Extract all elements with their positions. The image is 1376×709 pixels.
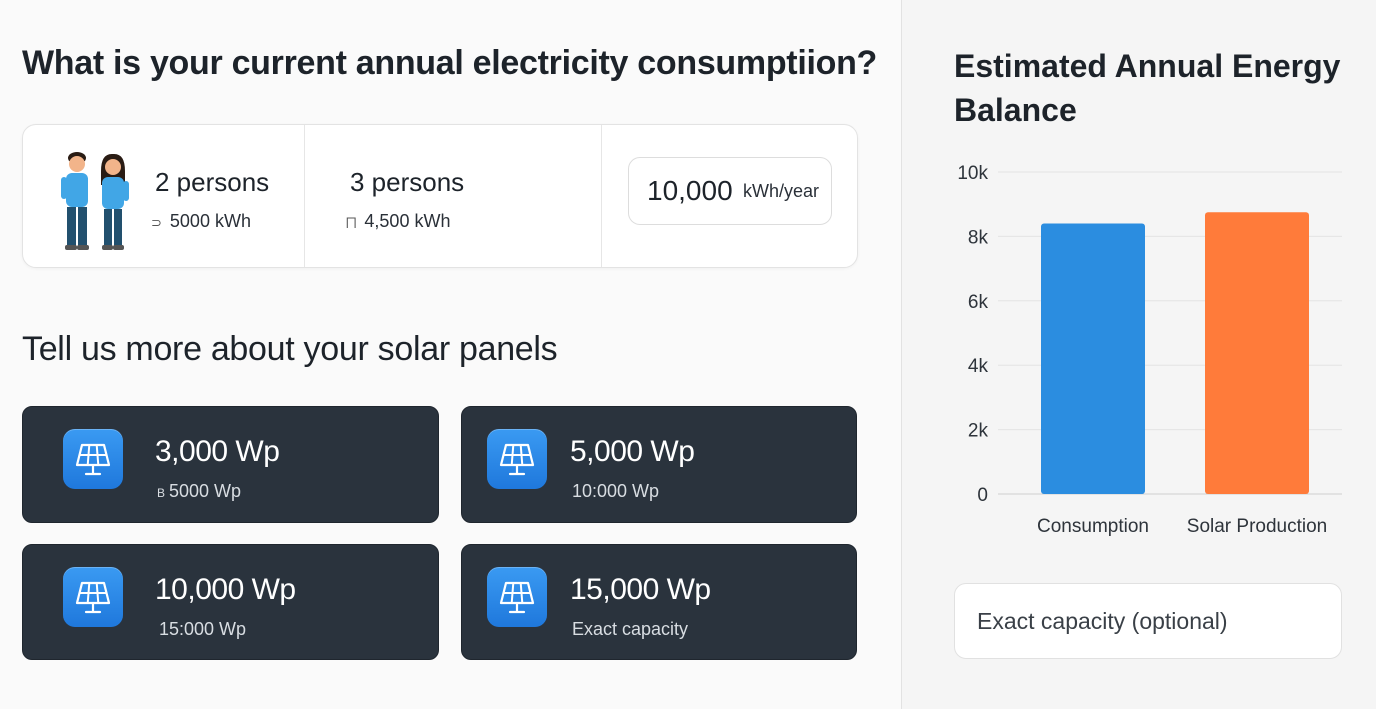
exact-capacity-input[interactable] <box>954 583 1342 659</box>
custom-consumption-input[interactable]: 10,000 kWh/year <box>628 157 832 225</box>
panel-subtitle: Exact capacity <box>572 619 689 639</box>
small-icon: ⨅ <box>346 215 357 230</box>
x-category-label: Solar Production <box>1187 516 1327 537</box>
panel-title: 15,000 Wp <box>570 573 711 606</box>
solar-panel-icon <box>487 429 547 489</box>
right-pane: Estimated Annual Energy Balance 0 2k 4k 6k 8… <box>902 0 1376 709</box>
solar-heading: Tell us more about your solar panels <box>22 330 558 368</box>
bar-solar-production <box>1205 212 1309 494</box>
small-icon: В <box>157 486 166 500</box>
solar-panel-icon <box>63 567 123 627</box>
y-tick-label: 8k <box>968 227 989 248</box>
solar-panel-glyph <box>75 581 111 614</box>
panel-title: 10,000 Wp <box>155 573 296 606</box>
panel-option-3000[interactable]: 3,000 Wp В 5000 Wp <box>22 406 439 523</box>
panel-subtitle: В 5000 Wp <box>157 481 241 502</box>
consumption-unit: kWh/year <box>743 181 820 201</box>
x-category-label: Consumption <box>1037 516 1149 537</box>
divider <box>601 125 602 267</box>
panel-subtitle: 10:000 Wp <box>572 481 660 501</box>
panel-title: 5,000 Wp <box>570 435 695 468</box>
pane-divider <box>901 0 902 709</box>
option-kwh: 4,500 kWh <box>364 211 451 231</box>
y-tick-label: 10k <box>957 163 988 184</box>
option-subtitle: ⨅ 4,500 kWh <box>346 211 450 232</box>
panel-option-10000[interactable]: 10,000 Wp 15:000 Wp <box>22 544 439 660</box>
small-icon: ⊃ <box>151 215 162 230</box>
y-tick-label: 4k <box>968 356 989 377</box>
divider <box>304 125 305 267</box>
consumption-options-card: 2 persons ⊃ 5000 kWh 3 persons ⨅ 4,500 kWh… <box>22 124 858 268</box>
solar-panel-icon <box>63 429 123 489</box>
people-icon <box>61 152 129 250</box>
panel-subtitle: 15:000 Wp <box>159 619 247 639</box>
bar-consumption <box>1041 223 1145 494</box>
panel-title: 3,000 Wp <box>155 435 280 468</box>
solar-panel-glyph <box>499 443 535 476</box>
balance-heading: Estimated Annual Energy Balance <box>954 48 1341 128</box>
y-tick-label: 2k <box>968 421 989 442</box>
solar-panel-glyph <box>499 581 535 614</box>
panel-option-5000[interactable]: 5,000 Wp 10:000 Wp <box>461 406 857 523</box>
option-title: 2 persons <box>155 167 270 197</box>
energy-balance-chart: 0 2k 4k 6k 8k 10k Consumption Solar Production <box>957 163 1342 537</box>
left-pane: What is your current annual electricity … <box>22 44 878 660</box>
panel-option-15000[interactable]: 15,000 Wp Exact capacity <box>461 544 857 660</box>
y-tick-label: 0 <box>977 485 988 506</box>
consumption-question: What is your current annual electricity … <box>22 44 878 82</box>
option-title: 3 persons <box>350 167 465 197</box>
option-kwh: 5000 kWh <box>169 211 251 231</box>
solar-panel-icon <box>487 567 547 627</box>
option-subtitle: ⊃ 5000 kWh <box>151 211 251 232</box>
solar-panel-glyph <box>75 443 111 476</box>
y-tick-label: 6k <box>968 292 989 313</box>
panel-sub-text: 5000 Wp <box>169 481 242 501</box>
consumption-value: 10,000 <box>647 175 733 206</box>
